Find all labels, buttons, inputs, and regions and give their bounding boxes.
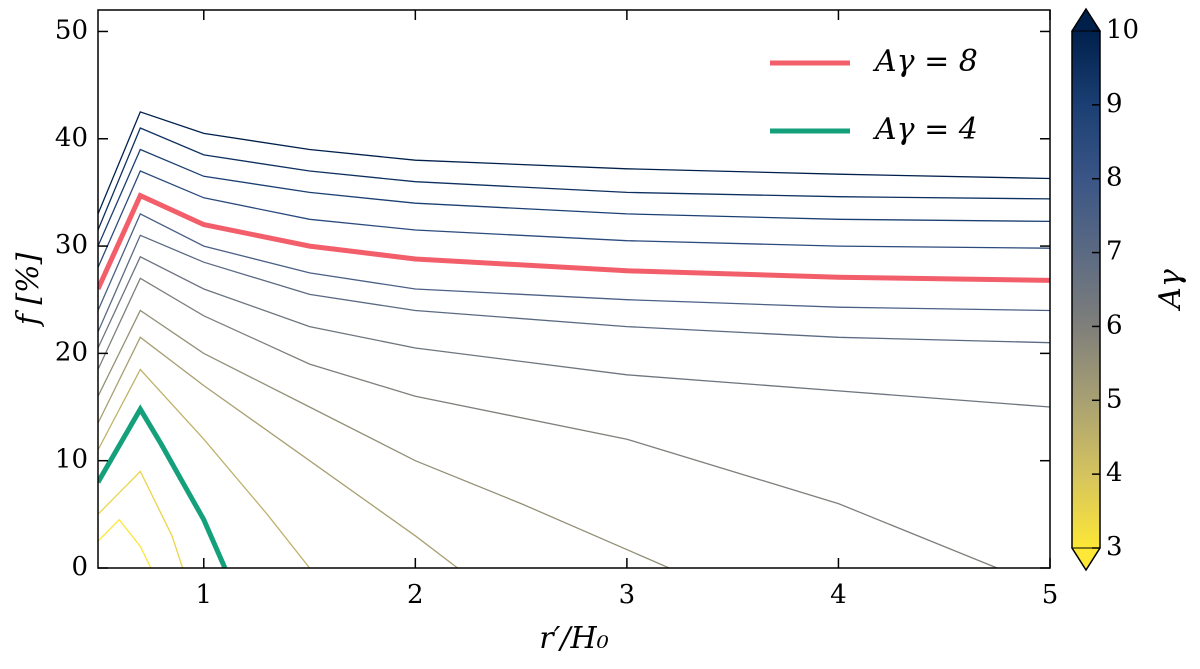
family-curve — [98, 336, 458, 568]
family-curve — [98, 213, 1050, 312]
family-curve — [98, 170, 1050, 268]
colorbar-tick-label: 6 — [1106, 310, 1123, 340]
legend-label: Aγ = 4 — [872, 112, 978, 147]
y-tick-label: 20 — [55, 337, 88, 367]
colorbar-tick-label: 9 — [1106, 89, 1123, 119]
y-tick-label: 0 — [71, 552, 88, 582]
plot-frame — [97, 9, 1051, 569]
colorbar-tick-label: 10 — [1106, 15, 1139, 45]
x-tick-label: 5 — [1042, 580, 1059, 610]
family-curve — [98, 234, 1050, 344]
y-axis-label: f [%] — [11, 252, 46, 327]
family-curve — [98, 255, 1050, 408]
family-curve — [98, 111, 1050, 215]
colorbar — [1072, 31, 1100, 548]
y-tick-label: 40 — [55, 123, 88, 153]
x-tick-label: 4 — [830, 580, 847, 610]
family-curve — [98, 127, 1050, 231]
family-curve — [98, 148, 1050, 247]
x-tick-label: 1 — [196, 580, 213, 610]
colorbar-tick-label: 7 — [1106, 237, 1123, 267]
colorbar-extend — [1071, 547, 1101, 571]
family-curve — [98, 368, 311, 568]
colorbar-tick-label: 5 — [1106, 384, 1123, 414]
highlight-curve — [98, 404, 228, 568]
colorbar-label: Aγ — [1153, 269, 1188, 312]
x-tick-label: 3 — [619, 580, 636, 610]
colorbar-tick-label: 8 — [1106, 163, 1123, 193]
x-tick-label: 2 — [407, 580, 424, 610]
colorbar-extend — [1071, 8, 1101, 32]
colorbar-tick-label: 4 — [1106, 458, 1123, 488]
colorbar-tick-label: 3 — [1106, 532, 1123, 562]
family-curve — [98, 309, 670, 568]
y-tick-label: 10 — [55, 445, 88, 475]
y-tick-label: 30 — [55, 230, 88, 260]
x-axis-label: r′/H₀ — [539, 621, 608, 656]
family-curve — [98, 518, 152, 568]
highlight-curve — [98, 192, 1050, 291]
legend-label: Aγ = 8 — [872, 44, 978, 79]
family-curve — [98, 277, 998, 568]
plot-area — [98, 111, 1050, 568]
family-curve — [98, 470, 184, 568]
y-tick-label: 50 — [55, 15, 88, 45]
